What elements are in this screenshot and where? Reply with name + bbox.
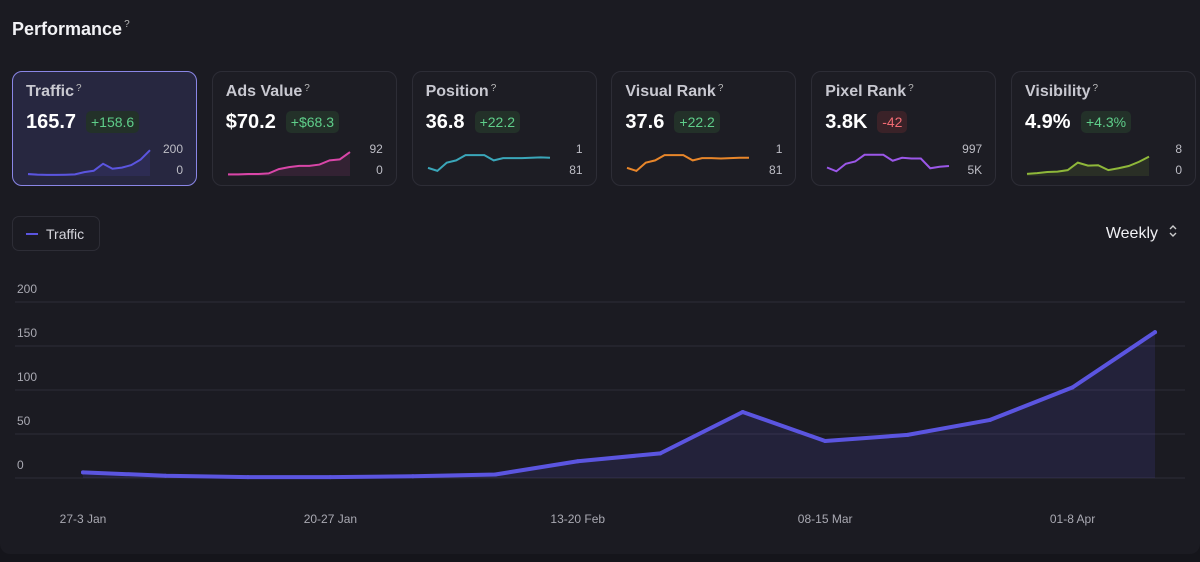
sparkline	[1026, 155, 1150, 176]
data-point[interactable]	[163, 473, 168, 478]
axis-bottom: 81	[569, 163, 583, 177]
series-line-traffic	[81, 330, 1157, 480]
card-value: 36.8	[425, 111, 465, 133]
chevron-updown-icon	[1168, 224, 1178, 243]
delta-badge: +22.2	[474, 111, 521, 133]
sparkline	[627, 154, 750, 172]
y-tick-label: 50	[17, 414, 31, 428]
axis-top: 8	[1175, 142, 1182, 156]
data-point[interactable]	[328, 475, 333, 480]
delta-badge: -42	[877, 111, 908, 133]
sparkline-area	[227, 152, 350, 176]
help-icon[interactable]: ?	[76, 83, 82, 94]
axis-bottom: 0	[176, 163, 183, 177]
data-point[interactable]	[905, 432, 910, 437]
data-point[interactable]	[823, 439, 828, 444]
help-icon[interactable]: ?	[304, 83, 310, 94]
card-value: 3.8K	[825, 111, 868, 133]
card-label: Ads Value?	[225, 83, 310, 100]
data-point[interactable]	[740, 410, 745, 414]
metric-card-pixel-rank[interactable]: Pixel Rank? 3.8K -42 997 5K	[811, 71, 997, 186]
axis-top: 200	[162, 142, 183, 156]
help-icon[interactable]: ?	[1092, 83, 1099, 94]
page-title: Performance?	[12, 19, 130, 39]
card-label: Visual Rank?	[625, 83, 724, 100]
data-point[interactable]	[245, 475, 250, 480]
delta-badge: +$68.3	[285, 111, 340, 133]
data-point[interactable]	[81, 470, 85, 475]
card-value: 4.9%	[1025, 111, 1071, 133]
sparkline-line	[27, 149, 151, 176]
help-icon[interactable]: ?	[908, 83, 914, 94]
data-point[interactable]	[410, 474, 415, 479]
card-value: 37.6	[625, 111, 665, 133]
sparkline	[27, 149, 151, 176]
delta-badge: +158.6	[86, 111, 140, 133]
axis-bottom: 81	[769, 163, 783, 177]
y-tick-label: 150	[17, 326, 37, 340]
traffic-chart: 0 50 100 150 200 27-3 Jan 20-27 Jan 13-20 Feb 08…	[15, 282, 1185, 526]
sparkline-line	[227, 151, 351, 176]
sparkline-line	[627, 154, 750, 172]
help-icon[interactable]: ?	[124, 19, 130, 30]
card-label: Pixel Rank?	[825, 83, 914, 100]
data-point[interactable]	[988, 417, 993, 422]
data-point[interactable]	[1153, 330, 1157, 335]
card-value: 165.7	[26, 111, 77, 133]
y-tick-label: 100	[17, 370, 37, 384]
card-label: Traffic?	[26, 83, 82, 100]
card-label: Position?	[425, 83, 497, 100]
axis-top: 1	[575, 142, 583, 156]
sparkline	[826, 153, 950, 173]
delta-badge: +4.3%	[1081, 111, 1132, 133]
x-tick-label: 13-20 Feb	[550, 512, 605, 526]
metric-card-ads-value[interactable]: Ads Value? $70.2 +$68.3 92 0	[211, 71, 397, 186]
sparkline-line	[1026, 155, 1150, 175]
x-tick-label: 01-8 Apr	[1050, 512, 1095, 526]
data-point[interactable]	[1070, 385, 1075, 390]
sparkline-area	[28, 150, 150, 176]
axis-top: 997	[962, 142, 983, 156]
metric-card-traffic[interactable]: Traffic? 165.7 +158.6 200 0	[12, 71, 197, 186]
metric-card-position[interactable]: Position? 36.8 +22.2 1 81	[411, 71, 597, 186]
x-tick-label: 27-3 Jan	[60, 512, 107, 526]
axis-top: 1	[775, 142, 783, 156]
axis-top: 92	[369, 142, 383, 156]
data-point[interactable]	[575, 459, 580, 464]
card-value: $70.2	[225, 111, 276, 133]
axis-bottom: 0	[376, 163, 383, 177]
sparkline-line	[427, 154, 550, 172]
help-icon[interactable]: ?	[490, 83, 497, 94]
sparkline-line	[826, 153, 950, 173]
x-tick-label: 20-27 Jan	[304, 512, 357, 526]
data-point[interactable]	[493, 472, 498, 477]
sparkline	[227, 151, 351, 176]
data-point[interactable]	[658, 451, 663, 456]
x-tick-label: 08-15 Mar	[798, 512, 853, 526]
sparkline	[427, 154, 550, 172]
y-tick-label: 0	[17, 458, 24, 472]
axis-bottom: 5K	[967, 163, 983, 177]
metric-card-visual-rank[interactable]: Visual Rank? 37.6 +22.2 1 81	[611, 71, 797, 186]
axis-bottom: 0	[1175, 163, 1182, 177]
series-area	[83, 332, 1155, 478]
delta-badge: +22.2	[674, 111, 720, 133]
legend-traffic[interactable]: Traffic	[12, 216, 100, 251]
period-select[interactable]: Weekly	[1106, 224, 1178, 243]
metric-card-visibility[interactable]: Visibility? 4.9% +4.3% 8 0	[1011, 71, 1196, 186]
y-tick-label: 200	[17, 282, 37, 296]
help-icon[interactable]: ?	[717, 83, 724, 94]
legend-swatch	[26, 232, 38, 235]
card-label: Visibility?	[1025, 83, 1099, 100]
